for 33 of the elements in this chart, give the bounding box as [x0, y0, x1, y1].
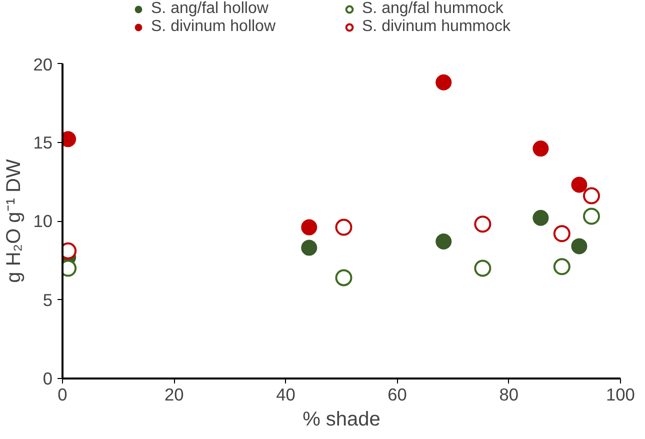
x-tick-label: 0 [58, 384, 68, 404]
y-axis-title: g H₂O g⁻¹ DW [3, 159, 26, 283]
point [571, 238, 588, 254]
point [474, 260, 492, 277]
point [582, 187, 600, 204]
point [553, 258, 570, 276]
x-tick-label: 80 [499, 384, 519, 404]
x-tick-label: 60 [388, 384, 407, 404]
y-tick-label: 10 [33, 211, 53, 231]
legend-label: S. divinum hollow [151, 18, 276, 36]
point [301, 219, 318, 236]
point [436, 233, 452, 250]
x-tick-label: 40 [276, 384, 296, 404]
legend-label: S. ang/fal hummock [362, 0, 504, 18]
y-tick-label: 5 [42, 290, 53, 310]
x-tick-label: 100 [606, 384, 635, 404]
point [301, 240, 318, 256]
point [335, 218, 352, 236]
legend-label: S. ang/fal hollow [151, 0, 270, 18]
point [436, 74, 452, 90]
y-tick-label: 20 [33, 54, 53, 74]
point [553, 225, 570, 242]
legend-label: S. divinum hummock [362, 18, 512, 36]
point [474, 216, 492, 233]
point [335, 269, 352, 286]
y-tick-label: 0 [42, 368, 53, 388]
point [582, 208, 600, 225]
point [532, 210, 549, 226]
x-axis-title: % shade [302, 408, 380, 430]
x-tick-label: 20 [164, 384, 184, 404]
point [571, 176, 588, 193]
point [532, 140, 549, 157]
y-tick-label: 15 [33, 132, 53, 152]
